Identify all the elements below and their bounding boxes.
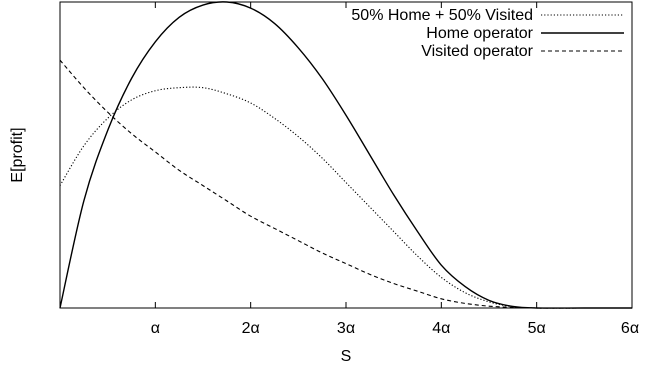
x-ticks-layer: α 2α 3α 4α 5α 6α [151, 2, 639, 337]
series-line-1 [59, 86, 632, 309]
series-line-3 [59, 59, 632, 309]
x-tick-label-4: 4α [432, 320, 450, 337]
x-tick-label-5: 5α [528, 320, 546, 337]
y-axis-label: E[profit] [9, 127, 26, 182]
legend-label-2: Home operator [426, 25, 533, 42]
x-tick-label-2: 2α [242, 320, 260, 337]
legend-label-1: 50% Home + 50% Visited [351, 7, 533, 24]
x-tick-label-1: α [151, 320, 160, 337]
series-line-2 [59, 1, 632, 309]
legend-label-3: Visited operator [421, 43, 533, 60]
x-tick-label-3: 3α [337, 320, 355, 337]
x-axis-label: S [341, 348, 352, 365]
plot-frame [59, 1, 633, 309]
x-tick-label-6: 6α [621, 320, 639, 337]
series-layer [59, 1, 632, 309]
